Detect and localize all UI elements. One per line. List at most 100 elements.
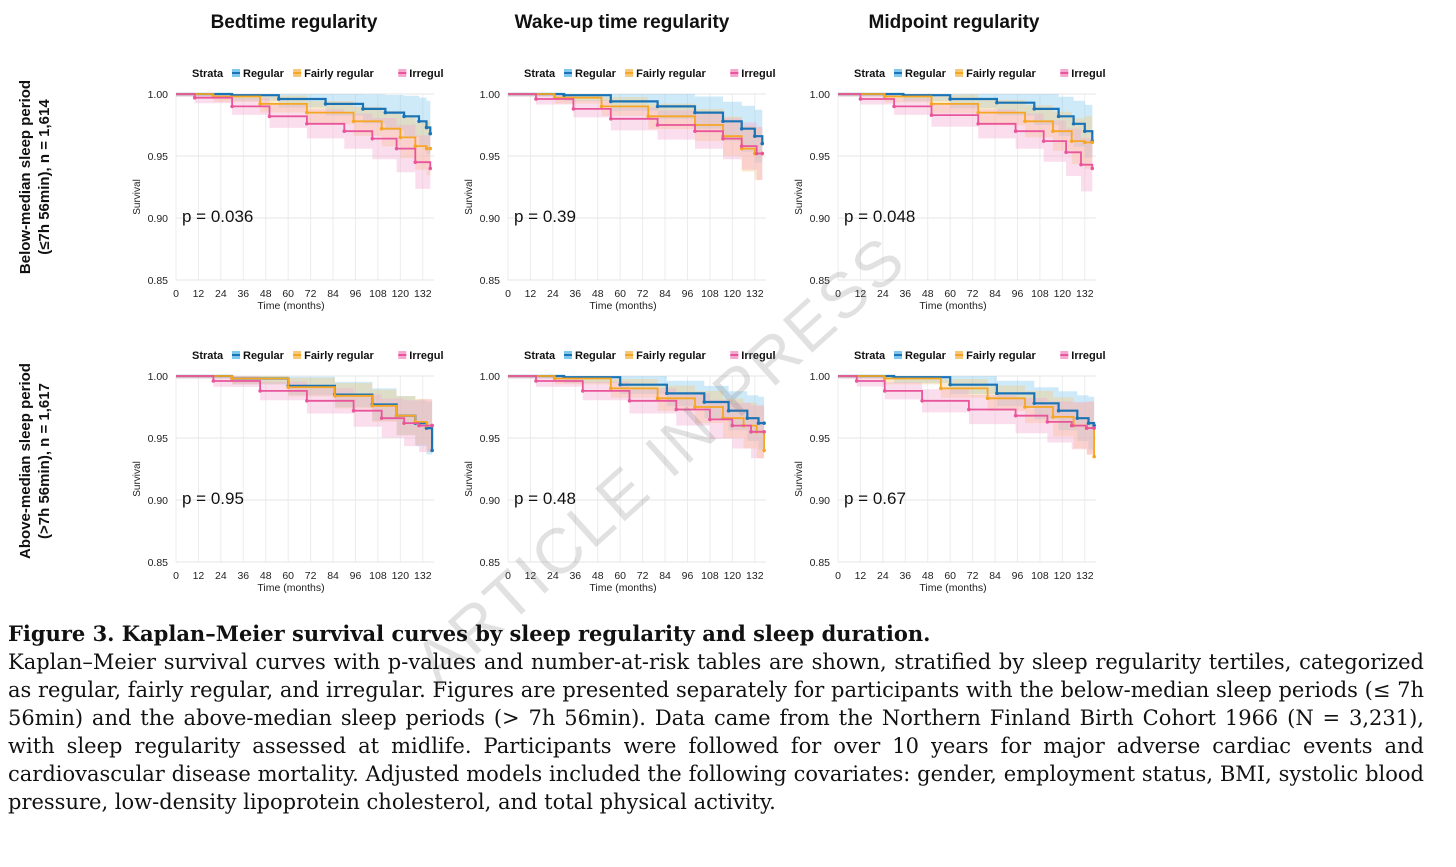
row-label-line2: (≤7h 56min), n = 1,614: [36, 99, 53, 255]
censor-mark-fairly-regular: [939, 386, 943, 391]
censor-mark-irregular: [370, 136, 375, 141]
legend-label-irregular: Irregular: [1071, 350, 1106, 362]
censor-mark-regular: [760, 141, 765, 146]
censor-mark-irregular: [1084, 426, 1089, 430]
survival-curve-irregular: [838, 93, 1094, 169]
censor-mark-irregular: [967, 407, 971, 412]
x-tick-label: 72: [967, 570, 979, 582]
censor-mark-fairly-regular: [1023, 405, 1027, 409]
x-tick-label: 48: [260, 288, 272, 300]
censor-mark-irregular: [534, 97, 538, 101]
x-axis-label: Time (months): [919, 300, 986, 312]
censor-mark-fairly-regular: [882, 94, 887, 99]
censor-mark-irregular: [929, 113, 934, 117]
survival-curve-irregular: [176, 375, 433, 427]
censor-mark-fairly-regular: [333, 394, 337, 398]
x-tick-label: 96: [1012, 570, 1024, 582]
ci-band-regular: [176, 94, 431, 164]
censor-mark-regular: [995, 100, 999, 105]
censor-mark-fairly-regular: [286, 385, 290, 389]
x-tick-label: 84: [989, 570, 1001, 582]
x-tick-label: 0: [835, 288, 841, 300]
censor-mark-fairly-regular: [762, 448, 766, 453]
censor-mark-irregular: [760, 151, 765, 156]
censor-mark-irregular: [854, 379, 859, 383]
x-tick-label: 96: [1012, 288, 1024, 300]
caption-title: Figure 3. Kaplan–Meier survival curves b…: [8, 621, 931, 646]
censor-mark-regular: [1075, 416, 1080, 420]
censor-mark-regular: [1092, 423, 1096, 428]
censor-mark-irregular: [1045, 420, 1050, 424]
ci-band-fairly-regular: [838, 94, 1093, 173]
x-tick-label: 12: [855, 570, 867, 582]
legend-title: Strata: [524, 350, 556, 362]
x-tick-label: 48: [922, 288, 934, 300]
x-tick-label: 0: [505, 570, 511, 582]
legend-label-irregular: Irregular: [741, 68, 776, 80]
row-label-line2: (>7h 56min), n = 1,617: [36, 383, 53, 539]
censor-mark-regular: [361, 107, 365, 111]
y-tick-label: 0.85: [480, 275, 501, 287]
legend-label-fairly-regular: Fairly regular: [304, 350, 374, 362]
km-panel: Strata Regular Fairly regular Irregular 0.85…: [788, 336, 1106, 594]
legend-label-fairly-regular: Fairly regular: [636, 350, 706, 362]
censor-mark-fairly-regular: [351, 119, 356, 124]
censor-mark-regular: [609, 99, 613, 104]
ci-band-regular: [508, 376, 765, 453]
x-tick-label: 108: [1031, 288, 1049, 300]
censor-mark-irregular: [655, 123, 660, 127]
x-tick-label: 120: [724, 570, 742, 582]
censor-mark-irregular: [708, 417, 712, 422]
row-label-line1: Above-median sleep period: [17, 363, 34, 559]
x-tick-label: 36: [899, 570, 911, 582]
censor-mark-regular: [1056, 408, 1061, 413]
x-tick-label: 72: [637, 570, 649, 582]
x-tick-label: 12: [193, 288, 205, 300]
y-tick-label: 0.90: [810, 213, 831, 225]
row-label-above-median: Above-median sleep period (>7h 56min), n…: [0, 332, 70, 590]
x-tick-label: 24: [547, 570, 559, 582]
km-plot-svg: Strata Regular Fairly regular Irregular 0.85…: [132, 68, 444, 312]
p-value-label: p = 0.95: [182, 489, 244, 508]
censor-mark-regular: [424, 125, 429, 130]
legend-title: Strata: [192, 68, 224, 80]
y-axis-label: Survival: [464, 179, 475, 215]
censor-mark-regular: [739, 126, 744, 131]
ci-band-irregular: [838, 376, 1095, 458]
x-tick-label: 48: [592, 570, 604, 582]
censor-mark-irregular: [413, 160, 418, 164]
x-tick-label: 36: [569, 570, 581, 582]
censor-mark-fairly-regular: [398, 135, 403, 140]
censor-mark-fairly-regular: [1051, 129, 1055, 133]
x-tick-label: 24: [215, 288, 227, 300]
y-tick-label: 0.95: [480, 433, 501, 445]
survival-curve-fairly-regular: [176, 375, 433, 427]
censor-mark-regular: [562, 93, 566, 98]
km-panel: Strata Regular Fairly regular Irregular 0.85…: [126, 54, 444, 312]
censor-mark-regular: [1086, 421, 1091, 425]
censor-mark-irregular: [1013, 413, 1018, 418]
km-plot-svg: Strata Regular Fairly regular Irregular 0.85…: [794, 350, 1106, 594]
x-axis-label: Time (months): [589, 582, 656, 594]
legend-label-fairly-regular: Fairly regular: [966, 350, 1036, 362]
censor-mark-irregular: [402, 421, 406, 425]
x-tick-label: 60: [944, 288, 956, 300]
km-plot-svg: Strata Regular Fairly regular Irregular 0.85…: [132, 350, 444, 594]
y-tick-label: 1.00: [810, 371, 831, 383]
km-plot-svg: Strata Regular Fairly regular Irregular 0.85…: [464, 68, 776, 312]
x-tick-label: 0: [173, 570, 179, 582]
censor-mark-irregular: [976, 121, 981, 126]
censor-mark-fairly-regular: [739, 146, 744, 151]
survival-curve-irregular: [508, 93, 763, 155]
censor-mark-fairly-regular: [379, 126, 384, 131]
censor-mark-regular: [383, 110, 388, 115]
censor-mark-irregular: [1041, 139, 1046, 143]
y-tick-label: 0.95: [810, 151, 831, 163]
censor-mark-irregular: [305, 399, 309, 403]
x-tick-label: 108: [701, 288, 719, 300]
censor-mark-regular: [277, 97, 281, 101]
y-tick-label: 0.95: [148, 151, 169, 163]
x-tick-label: 60: [614, 570, 626, 582]
y-tick-label: 0.95: [480, 151, 501, 163]
y-tick-label: 0.85: [148, 275, 169, 287]
